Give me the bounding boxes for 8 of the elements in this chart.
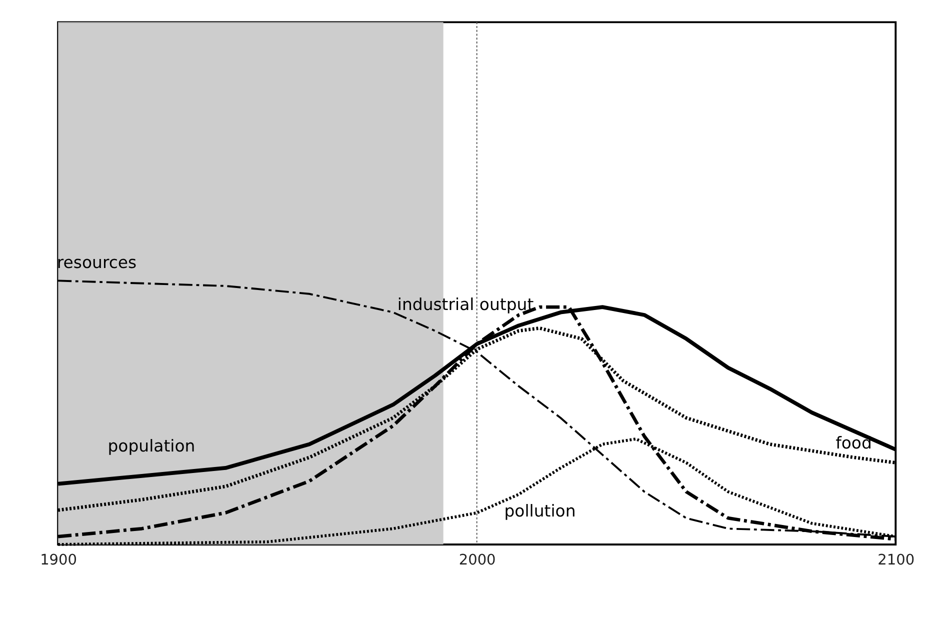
series-label: population xyxy=(108,436,196,456)
x-tick-label: 1900 xyxy=(40,552,77,568)
series-label: food xyxy=(836,434,872,453)
series-label: industrial output xyxy=(397,295,534,314)
series-label: pollution xyxy=(504,502,576,521)
x-tick-label: 2100 xyxy=(878,552,915,568)
x-tick-label: 2000 xyxy=(458,552,496,568)
series-label: resources xyxy=(56,253,137,272)
